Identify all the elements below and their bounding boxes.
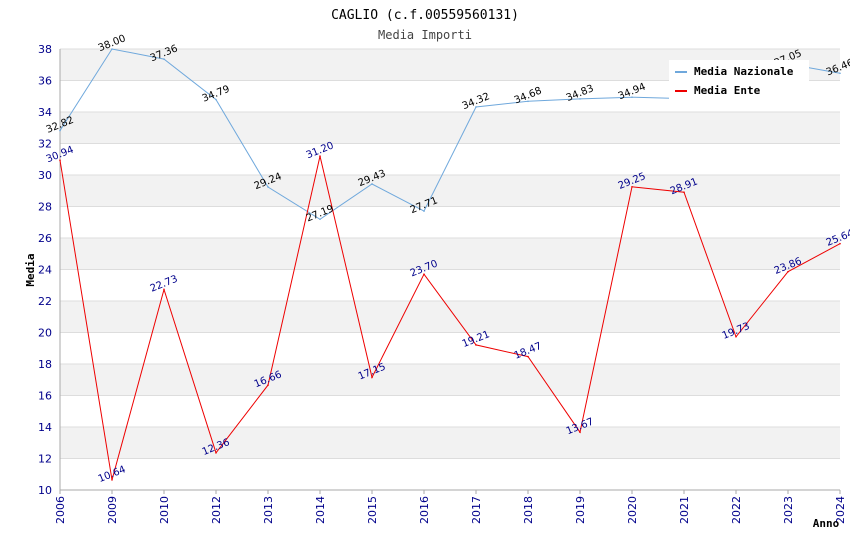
data-point bbox=[111, 48, 113, 50]
chart-title: CAGLIO (c.f.00559560131) bbox=[331, 8, 519, 23]
grid-band bbox=[60, 112, 840, 144]
x-tick-label: 2010 bbox=[158, 496, 171, 524]
data-label: 18.47 bbox=[513, 341, 544, 362]
y-tick-label: 20 bbox=[38, 327, 52, 340]
data-point bbox=[735, 335, 737, 338]
y-tick-label: 16 bbox=[38, 390, 52, 403]
y-axis-label: Media bbox=[24, 253, 37, 286]
grid-band bbox=[60, 175, 840, 207]
y-tick-label: 36 bbox=[38, 75, 52, 88]
x-tick-label: 2020 bbox=[626, 496, 639, 524]
y-tick-label: 18 bbox=[38, 358, 52, 371]
data-point bbox=[111, 479, 113, 481]
data-point bbox=[787, 270, 789, 273]
data-point bbox=[475, 344, 477, 346]
legend-label-media-nazionale: Media Nazionale bbox=[694, 65, 794, 78]
data-label: 34.79 bbox=[201, 84, 232, 105]
data-point bbox=[579, 431, 581, 433]
data-point bbox=[319, 218, 321, 221]
data-point bbox=[423, 273, 425, 276]
y-tick-label: 12 bbox=[38, 453, 52, 466]
data-point bbox=[371, 183, 373, 185]
x-tick-label: 2022 bbox=[730, 496, 743, 524]
y-tick-label: 38 bbox=[38, 43, 52, 56]
x-tick-label: 2013 bbox=[262, 496, 275, 524]
x-tick-label: 2023 bbox=[782, 496, 795, 524]
data-point bbox=[319, 155, 321, 157]
data-point bbox=[423, 210, 425, 212]
data-label: 10.64 bbox=[97, 464, 128, 485]
legend: Media Nazionale Media Ente bbox=[669, 60, 809, 102]
x-tick-label: 2016 bbox=[418, 496, 431, 524]
y-tick-label: 28 bbox=[38, 201, 52, 214]
data-point bbox=[631, 96, 633, 98]
x-axis-ticks: 2006 2009 2010 2012 2013 2014 2015 2016 2017 2018… bbox=[54, 490, 847, 524]
data-label: 22.73 bbox=[149, 274, 180, 295]
data-point bbox=[215, 452, 217, 454]
data-label: 34.83 bbox=[565, 83, 596, 104]
x-tick-label: 2017 bbox=[470, 496, 483, 524]
y-tick-label: 26 bbox=[38, 232, 52, 245]
y-tick-label: 14 bbox=[38, 421, 52, 434]
data-point bbox=[267, 186, 269, 188]
grid-band bbox=[60, 238, 840, 270]
y-tick-label: 34 bbox=[38, 106, 52, 119]
x-tick-label: 2021 bbox=[678, 496, 691, 524]
data-point bbox=[59, 159, 61, 161]
data-label: 34.68 bbox=[513, 86, 544, 107]
data-point bbox=[839, 242, 841, 245]
grid-band bbox=[60, 427, 840, 459]
grid-lines bbox=[60, 48, 840, 491]
axes bbox=[59, 49, 840, 491]
x-axis-label: Anno bbox=[813, 517, 840, 530]
legend-box bbox=[669, 60, 809, 102]
data-point bbox=[163, 58, 165, 60]
x-tick-label: 2019 bbox=[574, 496, 587, 524]
grid-band bbox=[60, 301, 840, 333]
data-label: 34.94 bbox=[617, 81, 648, 102]
data-point bbox=[163, 288, 165, 291]
data-point bbox=[631, 186, 633, 188]
legend-label-media-ente: Media Ente bbox=[694, 84, 761, 97]
data-point bbox=[683, 191, 685, 193]
y-tick-label: 32 bbox=[38, 138, 52, 151]
x-tick-label: 2009 bbox=[106, 496, 119, 524]
data-point bbox=[527, 100, 529, 103]
x-tick-label: 2012 bbox=[210, 496, 223, 524]
data-point bbox=[267, 384, 269, 386]
x-tick-label: 2015 bbox=[366, 496, 379, 524]
data-point bbox=[579, 98, 581, 100]
y-tick-label: 30 bbox=[38, 169, 52, 182]
y-axis-ticks: 10 12 14 16 18 20 22 24 26 28 30 32 34 36 38 bbox=[38, 43, 52, 497]
series-line-media-ente bbox=[59, 155, 841, 481]
x-tick-label: 2018 bbox=[522, 496, 535, 524]
y-tick-label: 22 bbox=[38, 295, 52, 308]
data-point bbox=[371, 376, 373, 379]
grid-band bbox=[60, 364, 840, 396]
x-tick-label: 2006 bbox=[54, 496, 67, 524]
x-tick-label: 2024 bbox=[834, 496, 847, 524]
y-tick-label: 24 bbox=[38, 264, 52, 277]
y-tick-label: 10 bbox=[38, 484, 52, 497]
data-label: 34.32 bbox=[461, 91, 492, 112]
data-point bbox=[59, 129, 61, 132]
data-point bbox=[215, 98, 217, 101]
grid-bands bbox=[60, 49, 840, 459]
data-point bbox=[475, 106, 477, 108]
data-point bbox=[839, 72, 841, 75]
data-point bbox=[527, 355, 529, 358]
chart-subtitle: Media Importi bbox=[378, 28, 472, 42]
x-tick-label: 2014 bbox=[314, 496, 327, 524]
